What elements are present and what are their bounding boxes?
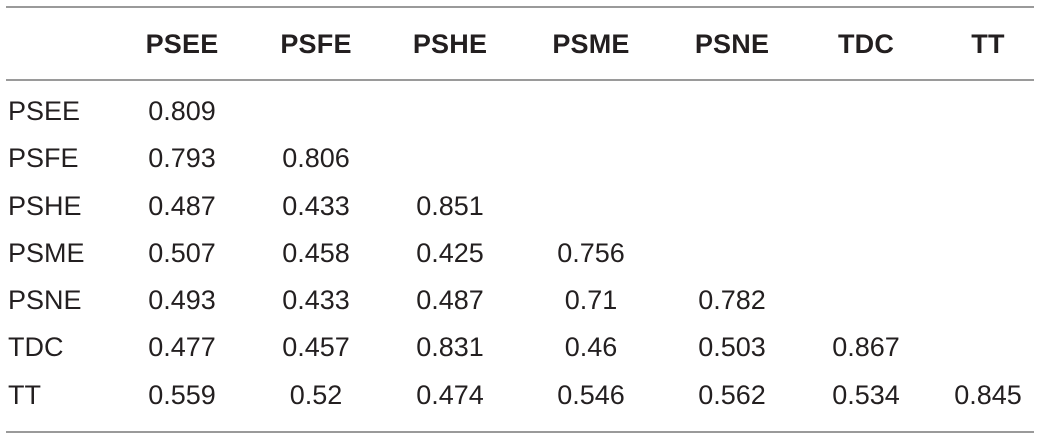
table-cell — [668, 135, 796, 182]
table-cell — [802, 183, 930, 230]
table-cell — [527, 88, 655, 135]
table-body: PSEE 0.809 PSFE 0.793 0.806 PSHE 0.487 0… — [0, 88, 1040, 419]
row-label: PSME — [8, 237, 85, 268]
table-cell — [942, 230, 1034, 277]
column-header: TT — [971, 29, 1005, 59]
table-cell: 0.52 — [289, 379, 343, 410]
table-cell — [252, 88, 380, 135]
table-row: PSEE 0.809 — [0, 88, 1040, 135]
table-cell: 0.433 — [282, 285, 350, 316]
table-cell — [668, 183, 796, 230]
header-row: PSEE PSFE PSHE PSME PSNE TDC TT — [0, 14, 1040, 74]
table-cell: 0.493 — [148, 285, 216, 316]
table-cell: 0.851 — [416, 190, 484, 221]
table-cell — [802, 230, 930, 277]
table-cell — [802, 135, 930, 182]
table-cell: 0.806 — [282, 143, 350, 174]
table-cell — [668, 88, 796, 135]
table-cell — [802, 88, 930, 135]
row-label: TT — [8, 379, 41, 410]
table-cell: 0.433 — [282, 190, 350, 221]
table-cell: 0.756 — [557, 237, 625, 268]
table-cell: 0.474 — [416, 379, 484, 410]
table-row: PSFE 0.793 0.806 — [0, 135, 1040, 182]
table-cell: 0.562 — [698, 379, 766, 410]
row-label: PSHE — [8, 190, 82, 221]
bottom-rule — [6, 431, 1034, 433]
table-cell: 0.71 — [564, 285, 618, 316]
table-cell — [942, 135, 1034, 182]
table-cell: 0.503 — [698, 332, 766, 363]
table-cell: 0.477 — [148, 332, 216, 363]
table-cell: 0.458 — [282, 237, 350, 268]
table-row: PSNE 0.493 0.433 0.487 0.71 0.782 — [0, 277, 1040, 324]
table-row: TT 0.559 0.52 0.474 0.546 0.562 0.534 0.… — [0, 372, 1040, 419]
top-rule — [6, 6, 1034, 8]
table-cell: 0.793 — [148, 143, 216, 174]
table-cell — [802, 277, 930, 324]
table-cell: 0.782 — [698, 285, 766, 316]
table-cell — [942, 277, 1034, 324]
table-cell: 0.507 — [148, 237, 216, 268]
table-cell: 0.546 — [557, 379, 625, 410]
table-cell — [527, 183, 655, 230]
table-cell — [668, 230, 796, 277]
table-cell: 0.831 — [416, 332, 484, 363]
row-label: PSFE — [8, 143, 79, 174]
table-cell: 0.425 — [416, 237, 484, 268]
row-label: PSNE — [8, 285, 82, 316]
table-cell: 0.559 — [148, 379, 216, 410]
table-cell — [386, 88, 514, 135]
table-cell: 0.867 — [832, 332, 900, 363]
table-row: TDC 0.477 0.457 0.831 0.46 0.503 0.867 — [0, 324, 1040, 371]
column-header: TDC — [837, 29, 895, 59]
column-header: PSME — [552, 29, 630, 59]
column-header: PSNE — [694, 29, 770, 59]
table-cell — [386, 135, 514, 182]
table-cell: 0.46 — [564, 332, 618, 363]
row-label: TDC — [8, 332, 64, 363]
table-cell — [942, 183, 1034, 230]
column-header: PSEE — [145, 29, 219, 59]
table-row: PSHE 0.487 0.433 0.851 — [0, 183, 1040, 230]
table-cell: 0.845 — [954, 379, 1022, 410]
table-cell: 0.534 — [832, 379, 900, 410]
table-cell: 0.809 — [148, 96, 216, 126]
table-cell: 0.487 — [148, 190, 216, 221]
table-row: PSME 0.507 0.458 0.425 0.756 — [0, 230, 1040, 277]
table-cell: 0.457 — [282, 332, 350, 363]
column-header: PSFE — [280, 29, 352, 59]
table-cell — [942, 324, 1034, 371]
header-rule — [6, 79, 1034, 81]
table-cell — [942, 88, 1034, 135]
table-cell: 0.487 — [416, 285, 484, 316]
table-cell — [527, 135, 655, 182]
column-header: PSHE — [412, 29, 488, 59]
row-label: PSEE — [8, 96, 81, 126]
